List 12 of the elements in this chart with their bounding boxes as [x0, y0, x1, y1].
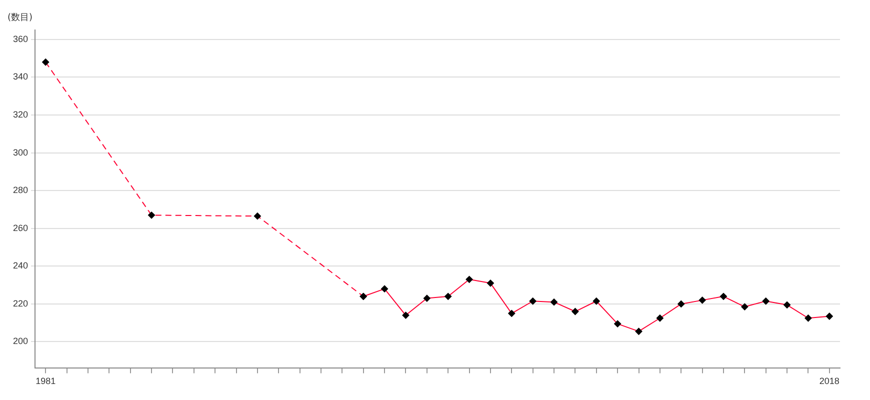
y-tick-label: 200 — [12, 336, 28, 346]
x-tick-label: 2018 — [819, 376, 840, 386]
y-tick-label: 260 — [12, 222, 28, 233]
y-tick-label: 220 — [12, 298, 28, 308]
x-tick-label: 1981 — [36, 376, 56, 386]
y-tick-label: 360 — [12, 34, 28, 44]
y-tick-label: 320 — [12, 110, 28, 120]
y-tick-label: 340 — [12, 72, 28, 82]
y-tick-label: 240 — [12, 260, 28, 271]
y-axis-title: (数目) — [7, 12, 33, 23]
y-tick-label: 300 — [12, 147, 28, 158]
y-tick-label: 280 — [12, 185, 28, 196]
